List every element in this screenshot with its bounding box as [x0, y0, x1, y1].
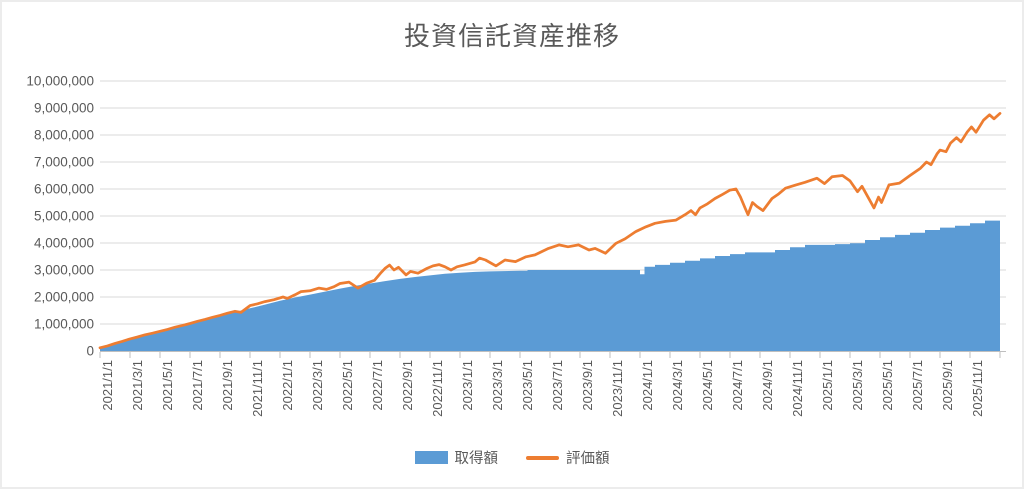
- x-axis-label: 2025/5/1: [880, 360, 895, 411]
- x-axis-label: 2021/7/1: [190, 360, 205, 411]
- x-axis-label: 2024/9/1: [760, 360, 775, 411]
- x-axis-label: 2022/11/1: [430, 360, 445, 417]
- x-axis-label: 2022/1/1: [280, 360, 295, 411]
- x-axis-label: 2023/1/1: [460, 360, 475, 411]
- x-axis-label: 2024/5/1: [700, 360, 715, 411]
- y-axis-label: 9,000,000: [34, 101, 94, 116]
- x-axis-label: 2023/5/1: [520, 360, 535, 411]
- x-axis-label: 2022/3/1: [310, 360, 325, 411]
- x-axis-label: 2025/1/1: [820, 360, 835, 411]
- x-axis-label: 2025/9/1: [940, 360, 955, 411]
- x-axis-label: 2025/3/1: [850, 360, 865, 411]
- y-axis-label: 3,000,000: [34, 263, 94, 278]
- y-axis-label: 0: [86, 344, 94, 359]
- x-axis-label: 2024/7/1: [730, 360, 745, 411]
- legend-item-valuation: 評価額: [526, 447, 610, 468]
- y-axis-label: 1,000,000: [34, 317, 94, 332]
- x-axis-label: 2024/11/1: [790, 360, 805, 417]
- x-axis-label: 2025/7/1: [910, 360, 925, 411]
- y-axis-label: 4,000,000: [34, 236, 94, 251]
- x-axis-label: 2023/9/1: [580, 360, 595, 411]
- x-axis-label: 2022/9/1: [400, 360, 415, 411]
- y-axis-label: 10,000,000: [26, 74, 94, 89]
- acquisition-area: [100, 220, 1000, 351]
- x-axis-label: 2025/11/1: [970, 360, 985, 417]
- legend-label-acquisition: 取得額: [454, 451, 499, 467]
- valuation-line: [98, 112, 1002, 350]
- x-axis-label: 2021/9/1: [220, 360, 235, 411]
- x-axis-label: 2021/1/1: [100, 360, 115, 411]
- valuation-line-swatch: [526, 455, 559, 460]
- x-axis-label: 2024/3/1: [670, 360, 685, 411]
- legend: 取得額 評価額: [0, 447, 1024, 468]
- x-axis-label: 2021/11/1: [250, 360, 265, 417]
- x-axis-label: 2023/11/1: [610, 360, 625, 417]
- x-axis-label: 2024/1/1: [640, 360, 655, 411]
- x-axis-label: 2021/3/1: [130, 360, 145, 411]
- x-axis-label: 2021/5/1: [160, 360, 175, 411]
- acquisition-area-swatch: [414, 451, 448, 464]
- x-axis-label: 2022/5/1: [340, 360, 355, 411]
- y-axis-label: 7,000,000: [34, 155, 94, 170]
- chart-title: 投資信託資産推移: [403, 21, 620, 51]
- y-axis-label: 2,000,000: [34, 290, 94, 305]
- y-axis-label: 5,000,000: [34, 209, 94, 224]
- y-axis-label: 8,000,000: [34, 128, 94, 143]
- legend-label-valuation: 評価額: [566, 451, 610, 467]
- legend-item-acquisition: 取得額: [414, 447, 499, 468]
- x-axis-label: 2023/7/1: [550, 360, 565, 411]
- y-axis-label: 6,000,000: [34, 182, 94, 197]
- x-axis-label: 2023/3/1: [490, 360, 505, 411]
- x-axis-label: 2022/7/1: [370, 360, 385, 411]
